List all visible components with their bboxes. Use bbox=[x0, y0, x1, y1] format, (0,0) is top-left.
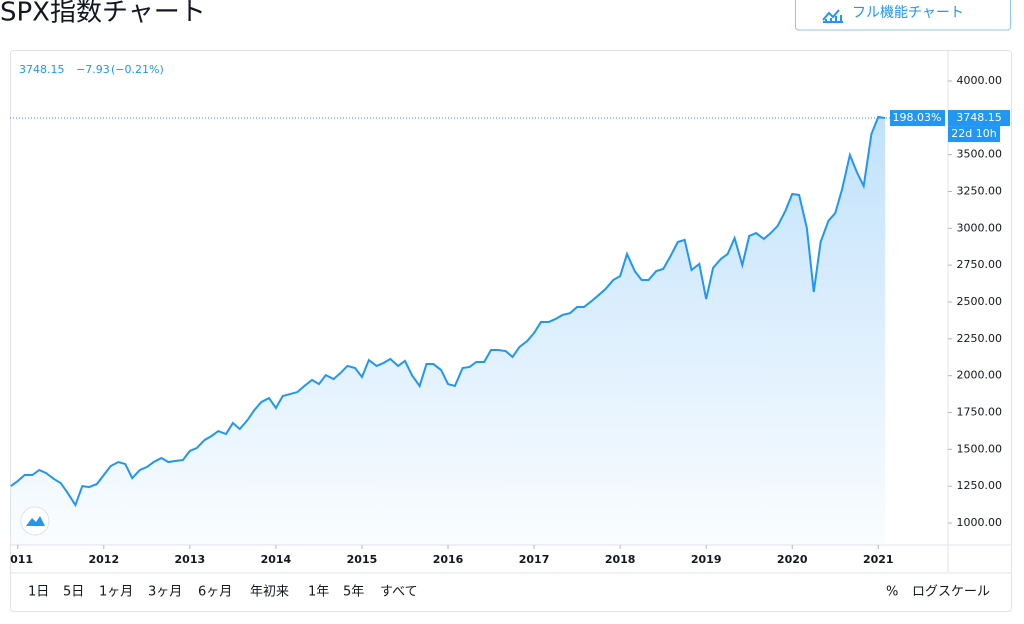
range-button[interactable]: 1年 bbox=[308, 585, 329, 600]
percent-badge bbox=[890, 110, 945, 127]
range-button[interactable]: すべて bbox=[380, 585, 418, 600]
countdown-badge-label: 22d 10h bbox=[951, 127, 996, 140]
y-tick-label: 2250.00 bbox=[957, 332, 1003, 345]
x-tick-label: 2013 bbox=[175, 553, 206, 566]
y-tick-label: 3500.00 bbox=[957, 148, 1003, 161]
x-tick-label: 2019 bbox=[691, 553, 722, 566]
toolbar: % ログスケール 1日 5日 1ヶ月 3ヶ月 6ヶ月 年初来 1年 5年 すべて bbox=[28, 585, 990, 600]
button-icon bbox=[822, 9, 843, 23]
y-tick-label: 1500.00 bbox=[957, 442, 1003, 455]
range-button[interactable]: 1日 bbox=[28, 585, 49, 600]
page-title: SPX指数チャート bbox=[0, 0, 206, 28]
price-badge bbox=[948, 110, 1010, 127]
legend-change: −7.93 bbox=[76, 63, 110, 76]
button-label: フル機能チャート bbox=[852, 5, 964, 21]
range-button[interactable]: 1ヶ月 bbox=[99, 585, 133, 600]
price-line bbox=[10, 115, 886, 508]
log-toggle[interactable]: ログスケール bbox=[912, 585, 990, 600]
legend-last: 3748.15 bbox=[19, 63, 65, 76]
y-tick-label: 1750.00 bbox=[957, 406, 1003, 419]
legend-change-pct: (−0.21%) bbox=[111, 63, 164, 76]
y-tick-label: 3250.00 bbox=[957, 184, 1003, 197]
x-tick-label: 2020 bbox=[777, 553, 808, 566]
range-button[interactable]: 3ヶ月 bbox=[148, 585, 182, 600]
full-chart-button[interactable]: フル機能チャート bbox=[795, 0, 1011, 31]
y-tick-label: 2750.00 bbox=[957, 258, 1003, 271]
y-tick-label: 1000.00 bbox=[957, 516, 1003, 529]
range-button[interactable]: 5年 bbox=[343, 585, 364, 600]
y-tick-label: 4000.00 bbox=[957, 74, 1003, 87]
range-button[interactable]: 年初来 bbox=[250, 585, 289, 600]
plot: 2011 2012 2013 2014 2015 2016 2017 2018 2019 2020… bbox=[2, 115, 894, 566]
price-badge-label: 3748.15 bbox=[956, 111, 1002, 124]
x-tick-label: 2011 bbox=[2, 553, 33, 566]
range-button[interactable]: 5日 bbox=[63, 585, 84, 600]
x-tick-label: 2017 bbox=[519, 553, 550, 566]
y-tick-label: 2000.00 bbox=[957, 369, 1003, 382]
percent-toggle[interactable]: % bbox=[886, 585, 898, 600]
button-frame bbox=[795, 0, 1011, 31]
range-button[interactable]: 6ヶ月 bbox=[198, 585, 232, 600]
y-tick-label: 3000.00 bbox=[957, 221, 1003, 234]
x-tick-label: 2018 bbox=[605, 553, 636, 566]
x-tick-label: 2016 bbox=[433, 553, 464, 566]
percent-badge-label: 198.03% bbox=[893, 111, 942, 124]
panel-frame bbox=[10, 50, 1012, 612]
y-tick-label: 2500.00 bbox=[957, 295, 1003, 308]
axes: 1000.00 1250.00 1500.00 1750.00 2000.00 2250.… bbox=[948, 74, 1002, 529]
area-fill bbox=[10, 116, 886, 546]
x-tick-label: 2014 bbox=[261, 553, 292, 566]
x-tick-label: 2015 bbox=[347, 553, 378, 566]
x-tick-label: 2012 bbox=[88, 553, 119, 566]
countdown-badge bbox=[948, 126, 1000, 143]
x-tick-label: 2021 bbox=[863, 553, 894, 566]
logo[interactable] bbox=[20, 506, 50, 536]
logo-icon bbox=[26, 516, 45, 526]
y-tick-label: 1250.00 bbox=[957, 479, 1003, 492]
